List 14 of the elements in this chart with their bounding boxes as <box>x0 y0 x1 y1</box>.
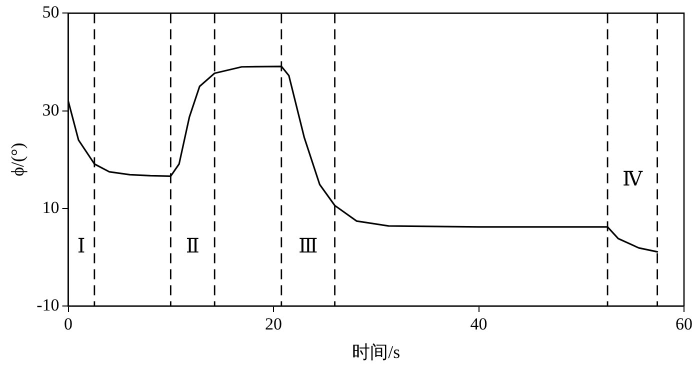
y-axis-title: ϕ/(°) <box>8 142 28 176</box>
annotation: Ⅰ <box>77 236 86 258</box>
annotation: Ⅳ <box>622 168 644 190</box>
x-tick-label: 40 <box>470 314 488 334</box>
y-tick-label: 30 <box>42 100 60 120</box>
annotation: Ⅱ <box>186 236 200 258</box>
x-tick-label: 60 <box>676 314 692 334</box>
x-tick-label: 0 <box>64 314 73 334</box>
y-tick-label: -10 <box>36 295 60 314</box>
annotation: Ⅲ <box>298 236 318 258</box>
y-tick-label: 10 <box>42 198 60 217</box>
x-tick-label: 20 <box>265 314 282 334</box>
x-axis-title: 时间/s <box>352 342 400 362</box>
y-tick-label: 50 <box>42 2 60 22</box>
